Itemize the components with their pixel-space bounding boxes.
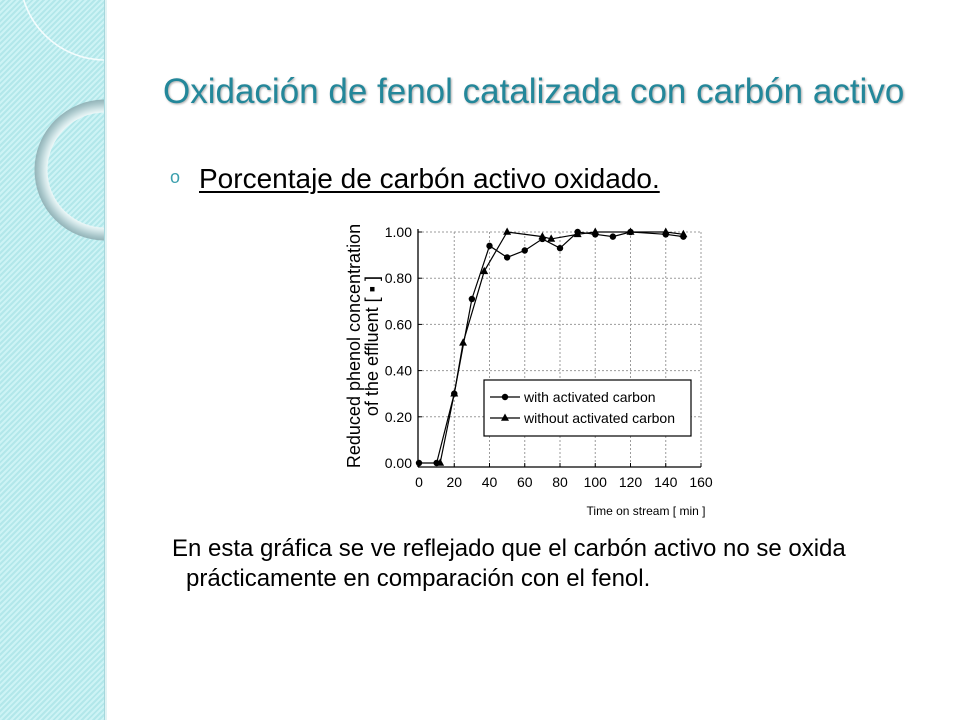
y-tick-label: 0.00 — [385, 455, 412, 471]
decorative-ring — [34, 99, 104, 241]
x-tick-label: 40 — [482, 474, 498, 490]
x-tick-label: 20 — [446, 474, 462, 490]
legend-box — [483, 379, 692, 437]
body-paragraph: En esta gráfica se ve reflejado que el c… — [172, 535, 846, 592]
legend-label: with activated carbon — [523, 389, 656, 405]
legend-marker-circle — [501, 393, 509, 401]
data-point-triangle — [679, 229, 688, 238]
y-tick-label: 1.00 — [385, 224, 412, 240]
x-tick-label: 0 — [415, 474, 423, 490]
data-point-circle — [609, 233, 617, 240]
bullet-text: Porcentaje de carbón activo oxidado. — [199, 163, 660, 194]
data-point-circle — [521, 247, 528, 254]
data-point-triangle — [503, 227, 512, 235]
x-tick-label: 80 — [552, 474, 568, 490]
data-point-triangle — [591, 227, 600, 235]
data-point-triangle — [459, 338, 468, 346]
data-point-triangle — [450, 389, 459, 397]
slide-title: Oxidación de fenol catalizada con carbón… — [163, 72, 905, 111]
data-point-triangle — [626, 227, 635, 235]
x-tick-label: 140 — [654, 474, 678, 490]
data-point-triangle — [661, 227, 670, 235]
y-axis-title-line: of the effluent [ ▪ ] — [362, 276, 382, 416]
data-point-circle — [503, 254, 511, 261]
decorative-shapes — [22, 0, 104, 241]
x-tick-label: 120 — [619, 474, 643, 490]
legend: with activated carbon without activated c… — [483, 379, 692, 437]
bullet-marker: o — [170, 167, 181, 187]
y-axis-title-line: Reduced phenol concentration — [344, 224, 364, 468]
legend-label: without activated carbon — [523, 410, 675, 426]
x-axis-title: Time on stream [ min ] — [587, 504, 706, 518]
line-chart: 0 20 40 60 80 100 120 140 160 0.00 0.20 0.40 0.60 0.8… — [344, 224, 713, 518]
series-without-activated-carbon — [436, 227, 688, 466]
data-point-triangle — [480, 266, 489, 275]
data-point-triangle — [547, 234, 556, 242]
y-tick-label: 0.20 — [385, 409, 412, 425]
series-line — [439, 231, 684, 464]
data-point-triangle — [573, 229, 582, 238]
data-point-triangle — [436, 458, 445, 466]
data-point-circle — [468, 295, 476, 303]
y-tick-label: 0.60 — [385, 316, 412, 332]
data-point-circle — [415, 459, 423, 467]
legend-marker-triangle — [501, 413, 509, 421]
x-tick-label: 100 — [584, 474, 608, 490]
grid-lines — [418, 231, 702, 467]
x-tick-label: 160 — [689, 474, 713, 490]
y-tick-label: 0.80 — [385, 270, 412, 286]
side-strip-border — [104, 0, 107, 720]
data-point-circle — [486, 242, 493, 250]
decorative-circle-outline — [22, 0, 104, 61]
x-tick-label: 60 — [517, 474, 533, 490]
data-point-circle — [556, 244, 564, 252]
y-tick-label: 0.40 — [385, 363, 412, 379]
decorative-side-strip — [0, 0, 104, 720]
data-point-triangle — [538, 232, 547, 240]
